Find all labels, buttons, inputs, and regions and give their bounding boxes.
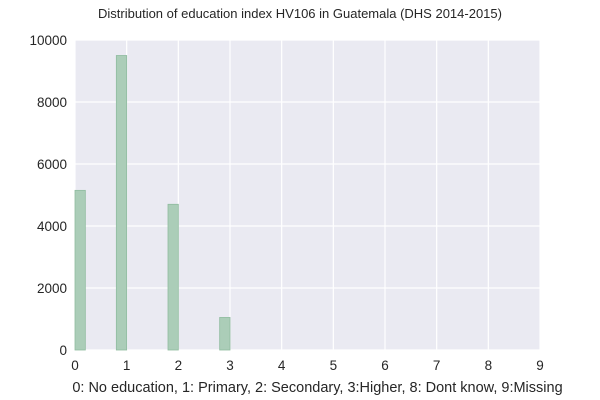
plot-area <box>75 40 540 350</box>
x-tick-label: 2 <box>175 358 183 373</box>
x-tick-label: 1 <box>123 358 131 373</box>
y-tick-label: 4000 <box>37 219 67 234</box>
x-tick-label: 7 <box>433 358 441 373</box>
y-tick-label: 10000 <box>29 33 67 48</box>
tick-labels: 0 1 2 3 4 5 6 7 8 9 0 2000 4000 6000 8000 10000 <box>29 33 543 373</box>
histogram-bar <box>115 55 128 351</box>
x-tick-label: 4 <box>278 358 286 373</box>
x-tick-label: 5 <box>330 358 338 373</box>
y-tick-label: 0 <box>59 343 67 358</box>
grid-lines <box>74 39 541 351</box>
y-tick-label: 2000 <box>37 281 67 296</box>
bars <box>74 55 231 351</box>
histogram-bar <box>219 317 231 351</box>
x-axis-label: 0: No education, 1: Primary, 2: Secondar… <box>72 380 562 396</box>
x-tick-label: 0 <box>71 358 79 373</box>
x-tick-label: 8 <box>485 358 493 373</box>
histogram-bar <box>74 189 86 351</box>
x-tick-label: 3 <box>226 358 234 373</box>
histogram-bar <box>167 203 179 351</box>
y-tick-label: 6000 <box>37 157 67 172</box>
y-tick-label: 8000 <box>37 95 67 110</box>
chart-title: Distribution of education index HV106 in… <box>98 6 502 21</box>
x-tick-label: 9 <box>536 358 544 373</box>
x-tick-label: 6 <box>381 358 389 373</box>
